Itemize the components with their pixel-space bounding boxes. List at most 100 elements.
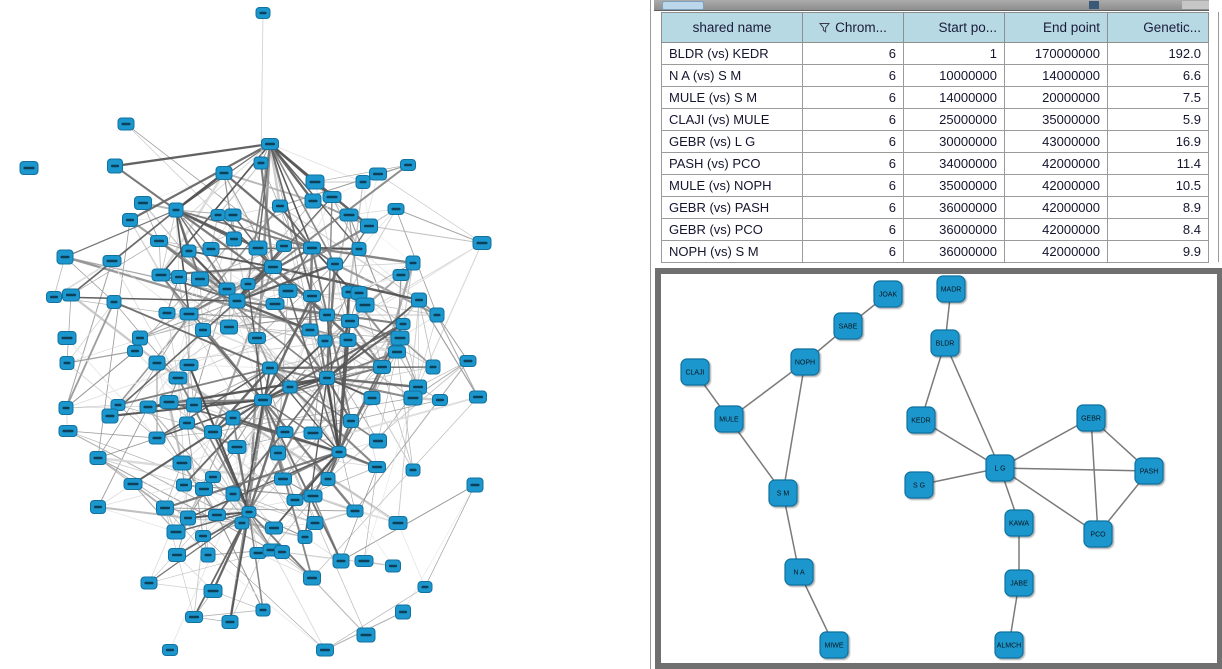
network-node[interactable]	[200, 547, 216, 563]
network-node-sabe[interactable]: SABE	[833, 312, 863, 340]
table-cell[interactable]: 9.9	[1107, 240, 1209, 263]
network-node[interactable]	[363, 391, 381, 405]
network-node-miwe[interactable]: MIWE	[819, 631, 849, 659]
node-shape[interactable]	[784, 558, 814, 586]
table-row[interactable]: GEBR (vs) PCO 6 36000000 42000000 8.4	[661, 218, 1209, 241]
network-edge[interactable]	[232, 214, 313, 249]
network-edge[interactable]	[262, 399, 356, 512]
network-edge[interactable]	[217, 162, 262, 216]
network-node[interactable]	[303, 570, 321, 586]
node-shape[interactable]	[1004, 569, 1034, 597]
network-node[interactable]	[306, 516, 324, 530]
network-node[interactable]	[134, 196, 152, 210]
network-edge[interactable]	[66, 362, 119, 406]
network-node[interactable]	[390, 330, 410, 346]
table-cell[interactable]: 14000000	[1004, 64, 1108, 87]
network-edge[interactable]	[340, 484, 476, 562]
network-node[interactable]	[181, 244, 197, 258]
network-node[interactable]	[195, 482, 213, 496]
network-edge[interactable]	[314, 164, 409, 183]
network-node[interactable]	[322, 191, 342, 203]
network-edge[interactable]	[156, 361, 399, 525]
node-shape[interactable]	[1083, 520, 1113, 548]
network-edge[interactable]	[125, 123, 219, 216]
network-node[interactable]	[248, 240, 268, 256]
table-row[interactable]: MULE (vs) NOPH 6 35000000 42000000 10.5	[661, 174, 1209, 197]
table-cell[interactable]: CLAJI (vs) MULE	[661, 108, 803, 131]
network-edge[interactable]	[272, 265, 420, 302]
network-edge[interactable]	[248, 511, 264, 611]
network-edge[interactable]	[782, 361, 806, 494]
network-node-gebr[interactable]: GEBR	[1076, 404, 1106, 432]
network-edge[interactable]	[368, 225, 483, 244]
table-cell[interactable]: 6	[802, 86, 904, 109]
network-edge[interactable]	[418, 299, 479, 398]
network-edge[interactable]	[186, 364, 190, 424]
network-node[interactable]	[301, 323, 319, 337]
network-node[interactable]	[400, 159, 416, 171]
column-header-2[interactable]: Start po...	[903, 12, 1005, 43]
network-node-jabe[interactable]: JABE	[1004, 569, 1034, 597]
table-cell[interactable]: GEBR (vs) L G	[661, 130, 803, 153]
network-node[interactable]	[127, 345, 143, 357]
network-edge[interactable]	[236, 225, 370, 302]
network-edge[interactable]	[236, 247, 259, 302]
scrollbar-thumb[interactable]	[662, 1, 704, 10]
network-node[interactable]	[159, 395, 179, 409]
network-edge[interactable]	[999, 467, 1150, 472]
network-edge[interactable]	[269, 143, 336, 265]
network-edge[interactable]	[1090, 417, 1099, 535]
network-edge[interactable]	[97, 437, 158, 459]
network-node[interactable]	[172, 455, 192, 471]
table-row[interactable]: GEBR (vs) L G 6 30000000 43000000 16.9	[661, 130, 1209, 153]
network-node[interactable]	[261, 138, 279, 150]
network-node[interactable]	[203, 584, 223, 598]
node-shape[interactable]	[680, 358, 710, 386]
network-node-bldr[interactable]: BLDR	[930, 329, 960, 357]
table-row[interactable]: MULE (vs) S M 6 14000000 20000000 7.5	[661, 86, 1209, 109]
network-edge[interactable]	[199, 278, 328, 379]
node-shape[interactable]	[904, 471, 934, 499]
table-cell[interactable]: 192.0	[1107, 42, 1209, 65]
network-edge[interactable]	[66, 294, 72, 364]
network-edge[interactable]	[424, 484, 476, 588]
network-node[interactable]	[303, 241, 321, 255]
column-header-1[interactable]: Chrom...	[802, 12, 904, 43]
network-node[interactable]	[304, 193, 322, 209]
network-node[interactable]	[327, 257, 343, 271]
network-edge[interactable]	[164, 450, 340, 510]
network-node[interactable]	[387, 203, 405, 215]
network-edge[interactable]	[944, 342, 1001, 469]
table-row[interactable]: PASH (vs) PCO 6 34000000 42000000 11.4	[661, 152, 1209, 175]
network-edge[interactable]	[202, 329, 264, 401]
network-edge[interactable]	[175, 208, 259, 250]
network-edge[interactable]	[274, 303, 328, 379]
table-row[interactable]: GEBR (vs) PASH 6 36000000 42000000 8.9	[661, 196, 1209, 219]
network-node[interactable]	[215, 166, 233, 180]
network-node-l-g[interactable]: L G	[985, 454, 1015, 482]
network-edge[interactable]	[132, 483, 177, 533]
network-edge[interactable]	[175, 209, 190, 315]
table-cell[interactable]: 42000000	[1004, 218, 1108, 241]
network-edge[interactable]	[247, 386, 292, 513]
network-edge[interactable]	[397, 522, 426, 588]
table-cell[interactable]: 43000000	[1004, 130, 1108, 153]
table-cell[interactable]: MULE (vs) S M	[661, 86, 803, 109]
network-node[interactable]	[226, 231, 242, 247]
network-node[interactable]	[139, 400, 157, 414]
node-shape[interactable]	[906, 406, 936, 434]
table-cell[interactable]: 34000000	[903, 152, 1005, 175]
network-node[interactable]	[395, 604, 411, 620]
network-edge[interactable]	[199, 245, 285, 280]
network-edge[interactable]	[279, 164, 409, 207]
network-edge[interactable]	[338, 339, 349, 453]
network-node[interactable]	[224, 208, 242, 222]
network-edge[interactable]	[117, 367, 271, 406]
network-edge[interactable]	[217, 214, 274, 268]
network-node[interactable]	[221, 615, 239, 629]
network-node-s-g[interactable]: S G	[904, 471, 934, 499]
network-node[interactable]	[368, 461, 386, 473]
network-node[interactable]	[90, 500, 106, 514]
column-header-3[interactable]: End point	[1004, 12, 1108, 43]
table-cell[interactable]: 14000000	[903, 86, 1005, 109]
